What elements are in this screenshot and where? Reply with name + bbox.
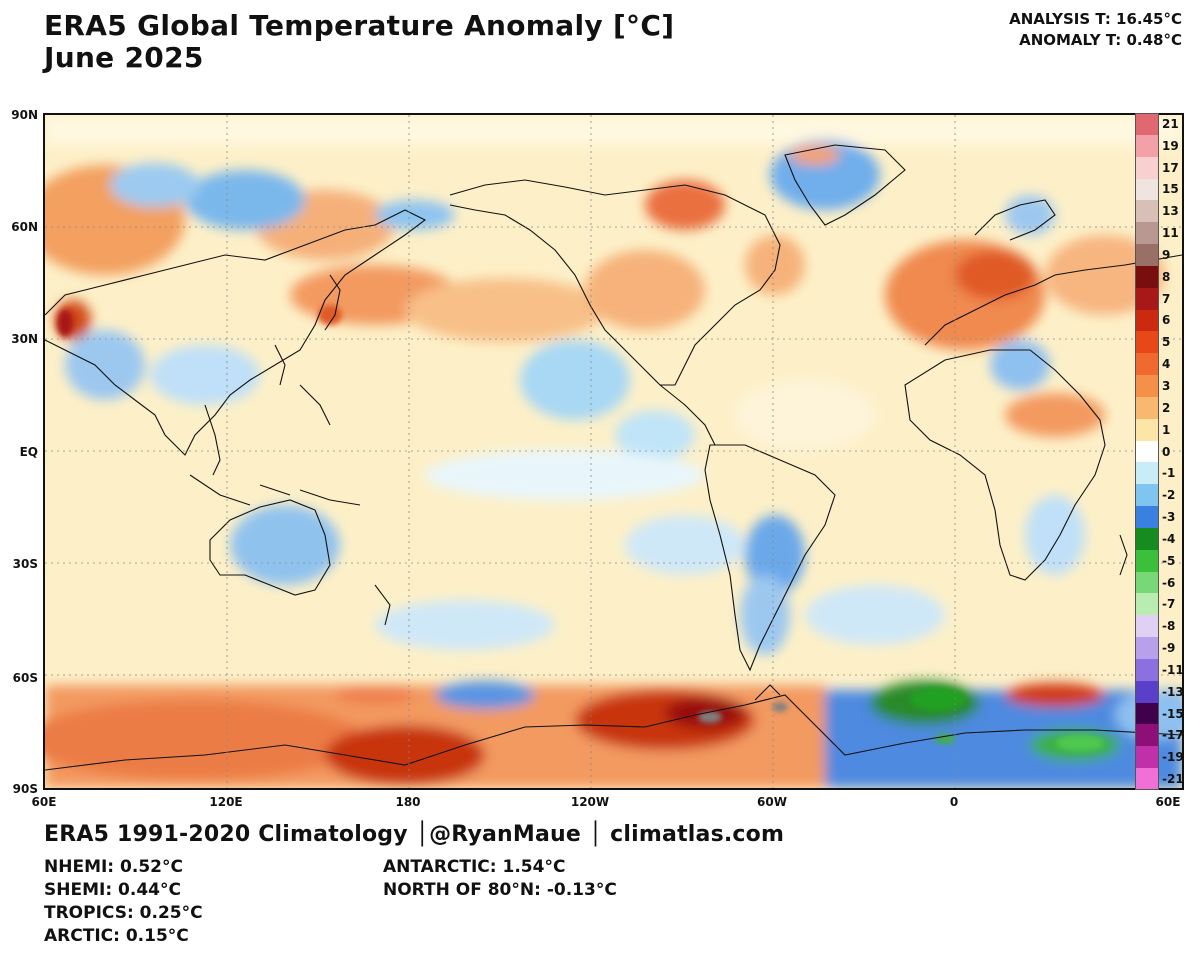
colorbar-label: -13 bbox=[1162, 684, 1184, 699]
lat-label-90s: 90S bbox=[12, 782, 38, 796]
colorbar-label: 0 bbox=[1162, 444, 1171, 459]
footer-title: ERA5 1991-2020 Climatology │@RyanMaue │ … bbox=[44, 822, 785, 847]
colorbar-label: -4 bbox=[1162, 531, 1176, 546]
stat-shemi: SHEMI: 0.44°C bbox=[44, 880, 181, 900]
colorbar-label: 7 bbox=[1162, 291, 1171, 306]
stat-nhemi: NHEMI: 0.52°C bbox=[44, 857, 183, 877]
colorbar-label: 17 bbox=[1162, 160, 1179, 175]
colorbar-label: 9 bbox=[1162, 247, 1171, 262]
colorbar-label: 2 bbox=[1162, 400, 1171, 415]
colorbar-swatch bbox=[1135, 396, 1159, 420]
lat-label-60s: 60S bbox=[12, 671, 38, 685]
colorbar-swatch bbox=[1135, 134, 1159, 158]
colorbar-label: -15 bbox=[1162, 706, 1184, 721]
colorbar-label: -17 bbox=[1162, 728, 1184, 743]
colorbar-swatch bbox=[1135, 680, 1159, 704]
colorbar-label: 1 bbox=[1162, 422, 1171, 437]
colorbar-label: -11 bbox=[1162, 662, 1184, 677]
colorbar-swatch bbox=[1135, 309, 1159, 332]
colorbar-swatch bbox=[1135, 484, 1159, 507]
lon-label-60w: 60W bbox=[757, 795, 787, 809]
colorbar-swatch bbox=[1135, 615, 1159, 638]
colorbar-label: 15 bbox=[1162, 182, 1179, 197]
colorbar-swatch bbox=[1135, 571, 1159, 594]
lat-label-60n: 60N bbox=[11, 220, 38, 234]
lat-label-30n: 30N bbox=[11, 332, 38, 346]
colorbar-label: 4 bbox=[1162, 357, 1171, 372]
colorbar-label: -8 bbox=[1162, 619, 1176, 634]
colorbar-label: 11 bbox=[1162, 226, 1179, 241]
colorbar-label: 5 bbox=[1162, 335, 1171, 350]
colorbar-label: -21 bbox=[1162, 772, 1184, 787]
map-title: ERA5 Global Temperature Anomaly [°C] Jun… bbox=[44, 10, 674, 74]
stat-antarctic: ANTARCTIC: 1.54°C bbox=[383, 857, 566, 877]
colorbar-swatch bbox=[1135, 222, 1159, 245]
graticule bbox=[45, 115, 1182, 788]
lon-label-0: 0 bbox=[949, 795, 959, 809]
colorbar-swatch bbox=[1135, 287, 1159, 311]
stat-arctic: ARCTIC: 0.15°C bbox=[44, 926, 189, 946]
colorbar-swatch bbox=[1135, 746, 1159, 769]
stats-left: NHEMI: 0.52°C SHEMI: 0.44°C TROPICS: 0.2… bbox=[44, 856, 203, 948]
lat-label-90n: 90N bbox=[11, 108, 38, 122]
colorbar-swatch bbox=[1135, 462, 1159, 485]
colorbar-swatch bbox=[1135, 418, 1159, 442]
colorbar-swatch bbox=[1135, 113, 1159, 136]
lon-label-120w: 120W bbox=[570, 795, 610, 809]
colorbar-swatch bbox=[1135, 637, 1159, 660]
stat-north-of-80n: NORTH OF 80°N: -0.13°C bbox=[383, 880, 617, 900]
colorbar-border bbox=[1135, 113, 1159, 790]
lat-label-eq: EQ bbox=[19, 445, 38, 459]
colorbar-swatch bbox=[1135, 156, 1159, 179]
colorbar-label: 13 bbox=[1162, 204, 1179, 219]
title-line-1: ERA5 Global Temperature Anomaly [°C] bbox=[44, 9, 675, 42]
colorbar-swatch bbox=[1135, 440, 1159, 463]
colorbar-swatch bbox=[1135, 527, 1159, 551]
colorbar-swatch bbox=[1135, 593, 1159, 616]
anomaly-detail bbox=[57, 305, 1104, 751]
anomaly-field bbox=[45, 115, 1182, 788]
colorbar-label: -6 bbox=[1162, 575, 1176, 590]
colorbar-swatch bbox=[1135, 353, 1159, 376]
colorbar-label: 6 bbox=[1162, 313, 1171, 328]
colorbar-swatch bbox=[1135, 375, 1159, 398]
colorbar bbox=[1135, 113, 1159, 791]
anomaly-temperature: ANOMALY T: 0.48°C bbox=[1019, 31, 1182, 49]
colorbar-swatch bbox=[1135, 244, 1159, 267]
lon-label-60e-left: 60E bbox=[31, 795, 57, 809]
colorbar-swatch bbox=[1135, 200, 1159, 223]
colorbar-label: 21 bbox=[1162, 116, 1179, 131]
colorbar-label: -1 bbox=[1162, 466, 1176, 481]
colorbar-label: 19 bbox=[1162, 138, 1179, 153]
colorbar-swatch bbox=[1135, 658, 1159, 682]
colorbar-label: -9 bbox=[1162, 641, 1176, 656]
colorbar-swatch bbox=[1135, 768, 1159, 791]
analysis-summary: ANALYSIS T: 16.45°C ANOMALY T: 0.48°C bbox=[1009, 9, 1182, 51]
lon-label-180: 180 bbox=[395, 795, 421, 809]
colorbar-swatch bbox=[1135, 331, 1159, 354]
colorbar-swatch bbox=[1135, 506, 1159, 529]
colorbar-swatch bbox=[1135, 549, 1159, 573]
lon-label-120e: 120E bbox=[209, 795, 243, 809]
lat-label-30s: 30S bbox=[12, 557, 38, 571]
stats-right: ANTARCTIC: 1.54°C NORTH OF 80°N: -0.13°C bbox=[383, 856, 617, 902]
stat-tropics: TROPICS: 0.25°C bbox=[44, 903, 203, 923]
colorbar-label: 3 bbox=[1162, 378, 1171, 393]
colorbar-label: -3 bbox=[1162, 510, 1176, 525]
colorbar-swatch bbox=[1135, 724, 1159, 747]
lon-label-60e-right: 60E bbox=[1155, 795, 1181, 809]
colorbar-label: -2 bbox=[1162, 488, 1176, 503]
colorbar-label: -5 bbox=[1162, 553, 1176, 568]
title-line-2: June 2025 bbox=[44, 41, 204, 74]
analysis-temperature: ANALYSIS T: 16.45°C bbox=[1009, 10, 1182, 28]
colorbar-label: 8 bbox=[1162, 269, 1171, 284]
colorbar-swatch bbox=[1135, 178, 1159, 201]
colorbar-swatch bbox=[1135, 265, 1159, 289]
anomaly-map bbox=[43, 113, 1184, 790]
colorbar-label: -19 bbox=[1162, 750, 1184, 765]
anomaly-map-canvas bbox=[45, 115, 1182, 788]
colorbar-swatch bbox=[1135, 702, 1159, 725]
colorbar-label: -7 bbox=[1162, 597, 1176, 612]
